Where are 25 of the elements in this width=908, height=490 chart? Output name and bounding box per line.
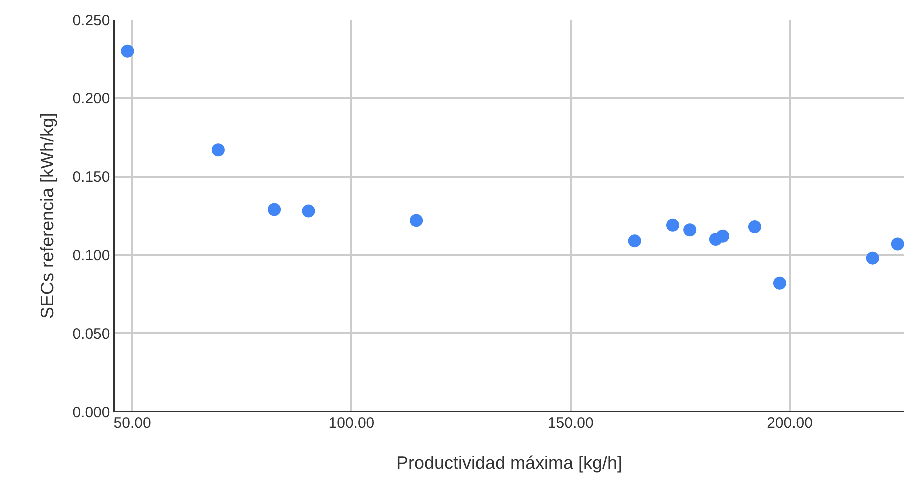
x-tick-label: 50.00: [114, 415, 152, 432]
point: [628, 234, 642, 248]
y-axis-title: SECs referencia [kWh/kg]: [37, 112, 58, 320]
point: [716, 230, 730, 243]
y-tick-label: 0.100: [72, 247, 110, 264]
y-tick-label: 0.150: [72, 169, 110, 186]
point: [866, 252, 880, 265]
point: [410, 214, 424, 228]
x-tick-label: 200.00: [767, 415, 813, 432]
y-tick-label: 0.000: [72, 404, 110, 422]
x-tick-label: 150.00: [548, 415, 594, 432]
y-tick-label: 0.050: [72, 326, 110, 343]
point: [684, 224, 697, 237]
y-tick-label: 0.250: [72, 12, 110, 30]
point: [302, 204, 316, 218]
x-axis-title: Productividad máxima [kg/h]: [396, 453, 623, 474]
point: [891, 238, 904, 251]
point: [121, 44, 134, 58]
point: [666, 218, 680, 232]
point: [748, 220, 762, 234]
x-tick-label: 100.00: [328, 415, 375, 432]
point: [773, 276, 786, 290]
y-tick-label: 0.200: [72, 90, 110, 108]
point: [212, 144, 225, 157]
point: [268, 203, 282, 216]
